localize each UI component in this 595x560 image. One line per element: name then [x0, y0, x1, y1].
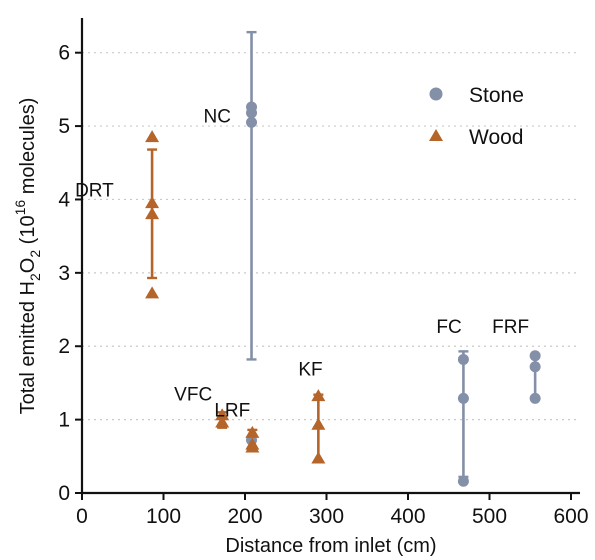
stone-point [246, 107, 258, 119]
y-tick-label: 4 [58, 188, 70, 211]
y-ticks: 0 1 2 3 4 5 6 [58, 42, 82, 505]
wood-point [245, 425, 260, 438]
y-tick-label: 0 [58, 482, 70, 505]
wood-point [215, 408, 230, 421]
y-tick-label: 1 [58, 409, 70, 432]
annotation-nc: NC [204, 106, 231, 127]
wood-point [311, 451, 326, 464]
legend-stone-marker [429, 87, 443, 101]
wood-point [311, 389, 326, 402]
stone-point [457, 353, 469, 365]
x-tick-label: 500 [472, 505, 507, 528]
wood-point [145, 207, 160, 220]
stone-point [246, 116, 258, 128]
y-tick-label: 2 [58, 335, 70, 358]
wood-point [311, 417, 326, 430]
annotation-fc: FC [436, 317, 461, 338]
legend-wood-label: Wood [469, 126, 523, 149]
stone-point [457, 392, 469, 404]
data-points [145, 101, 541, 487]
wood-point [145, 286, 160, 299]
annotation-lrf: LRF [214, 401, 250, 422]
legend: Stone Wood [429, 84, 524, 149]
y-tick-label: 5 [58, 115, 70, 138]
wood-point [215, 415, 230, 428]
stone-point [529, 392, 541, 404]
gridlines [82, 52, 578, 421]
annotation-vfc: VFC [174, 384, 212, 405]
x-axis-title: Distance from inlet (cm) [225, 535, 436, 557]
stone-point [457, 475, 469, 487]
y-tick-label: 6 [58, 42, 70, 65]
legend-wood-marker [429, 129, 443, 141]
x-ticks: 0 100 200 300 400 500 600 [76, 493, 589, 528]
annotation-drt: DRT [75, 180, 114, 201]
x-tick-label: 300 [309, 505, 344, 528]
wood-point [245, 440, 260, 453]
x-tick-label: 0 [76, 505, 88, 528]
y-axis-title: Total emitted H2O2 (1016 molecules) [12, 98, 43, 415]
wood-point [145, 196, 160, 209]
stone-point [529, 361, 541, 373]
y-tick-label: 3 [58, 262, 70, 285]
stone-point [529, 350, 541, 362]
wood-point [145, 130, 160, 143]
x-tick-label: 600 [553, 505, 588, 528]
x-tick-label: 400 [390, 505, 425, 528]
annotation-kf: KF [298, 360, 322, 381]
annotation-frf: FRF [492, 317, 529, 338]
x-tick-label: 200 [227, 505, 262, 528]
x-tick-label: 100 [146, 505, 181, 528]
legend-stone-label: Stone [469, 84, 524, 107]
